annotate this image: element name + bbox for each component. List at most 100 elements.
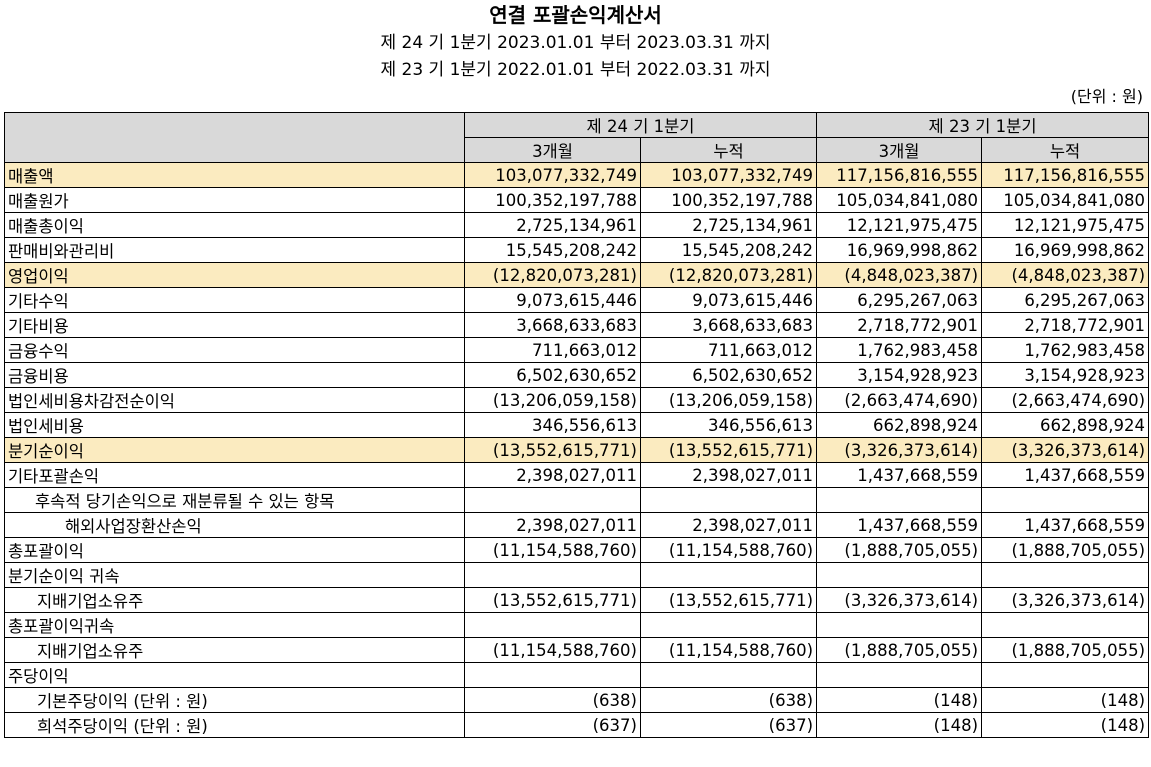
table-row: 분기순이익 (13,552,615,771) (13,552,615,771) … [4,437,1150,463]
table-row: 금융비용 6,502,630,652 6,502,630,652 3,154,9… [4,362,1150,388]
table-row: 법인세비용차감전순이익 (13,206,059,158) (13,206,059… [4,387,1150,413]
table-row: 매출원가 100,352,197,788 100,352,197,788 105… [4,187,1150,213]
cell-value: 6,295,267,063 [816,287,983,313]
cell-value: (3,326,373,614) [816,437,983,463]
table-row: 매출액 103,077,332,749 103,077,332,749 117,… [4,162,1150,188]
cell-value: (148) [981,712,1150,738]
cell-value [816,662,983,688]
cell-value: 3,154,928,923 [981,362,1150,388]
cell-value: 2,398,027,011 [639,512,818,538]
cell-value: 16,969,998,862 [981,237,1150,263]
cell-value: (1,888,705,055) [816,637,983,663]
row-label: 기타비용 [4,312,465,338]
cell-value: 2,398,027,011 [639,462,818,488]
cell-value: 9,073,615,446 [464,287,641,313]
cell-value: 2,718,772,901 [816,312,983,338]
row-label: 총포괄이익 [4,537,465,563]
cell-value: (13,552,615,771) [464,437,641,463]
row-label: 금융수익 [4,337,465,363]
cell-value: 1,437,668,559 [816,512,983,538]
cell-value: 2,725,134,961 [464,212,641,238]
cell-value: 2,398,027,011 [464,462,641,488]
cell-value: 6,295,267,063 [981,287,1150,313]
cell-value: 6,502,630,652 [639,362,818,388]
header-prior-cum: 누적 [981,137,1150,163]
cell-value: (148) [816,687,983,713]
row-label: 희석주당이익 (단위 : 원) [4,712,465,738]
cell-value: (12,820,073,281) [639,262,818,288]
cell-value: (1,888,705,055) [816,537,983,563]
table-row: 지배기업소유주 (11,154,588,760) (11,154,588,760… [4,637,1150,663]
row-label: 법인세비용 [4,412,465,438]
table-row: 기타수익 9,073,615,446 9,073,615,446 6,295,2… [4,287,1150,313]
cell-value: (13,206,059,158) [639,387,818,413]
row-label: 매출총이익 [4,212,465,238]
cell-value [981,487,1150,513]
cell-value: (11,154,588,760) [464,637,641,663]
cell-value: 9,073,615,446 [639,287,818,313]
row-label: 기타수익 [4,287,465,313]
row-label: 후속적 당기손익으로 재분류될 수 있는 항목 [4,487,465,513]
cell-value: (148) [816,712,983,738]
cell-value: 1,437,668,559 [816,462,983,488]
table-row: 기타비용 3,668,633,683 3,668,633,683 2,718,7… [4,312,1150,338]
cell-value: 662,898,924 [981,412,1150,438]
period-prior: 제 23 기 1분기 2022.01.01 부터 2022.03.31 까지 [380,60,771,80]
cell-value [639,662,818,688]
header-current-3m: 3개월 [464,137,641,163]
row-label: 법인세비용차감전순이익 [4,387,465,413]
row-label: 총포괄이익귀속 [4,612,465,638]
cell-value: (4,848,023,387) [981,262,1150,288]
cell-value: 2,398,027,011 [464,512,641,538]
table-row: 희석주당이익 (단위 : 원) (637) (637) (148) (148) [4,712,1150,738]
cell-value: 3,668,633,683 [639,312,818,338]
cell-value: (148) [981,687,1150,713]
unit-label: (단위 : 원) [1070,87,1143,106]
cell-value: 3,154,928,923 [816,362,983,388]
cell-value: (13,552,615,771) [639,437,818,463]
cell-value: (4,848,023,387) [816,262,983,288]
table-row: 총포괄이익귀속 [4,612,1150,638]
header-account-cell [4,112,465,163]
header-current-cum: 누적 [639,137,818,163]
row-label: 해외사업장환산손익 [4,512,465,538]
cell-value: 117,156,816,555 [981,162,1150,188]
cell-value: (13,206,059,158) [464,387,641,413]
table-row: 금융수익 711,663,012 711,663,012 1,762,983,4… [4,337,1150,363]
cell-value [464,612,641,638]
cell-value: 346,556,613 [464,412,641,438]
cell-value [981,612,1150,638]
cell-value: 662,898,924 [816,412,983,438]
row-label: 매출액 [4,162,465,188]
table-row: 영업이익 (12,820,073,281) (12,820,073,281) (… [4,262,1150,288]
row-label: 기본주당이익 (단위 : 원) [4,687,465,713]
cell-value: 711,663,012 [639,337,818,363]
header-prior-period: 제 23 기 1분기 [816,112,1150,138]
cell-value: (3,326,373,614) [981,587,1150,613]
table-row: 법인세비용 346,556,613 346,556,613 662,898,92… [4,412,1150,438]
cell-value: (638) [464,687,641,713]
header-prior-3m: 3개월 [816,137,983,163]
cell-value: 16,969,998,862 [816,237,983,263]
cell-value: (2,663,474,690) [816,387,983,413]
header-row-group: 제 24 기 1분기 제 23 기 1분기 [4,112,1150,163]
cell-value [639,562,818,588]
cell-value: 100,352,197,788 [639,187,818,213]
row-label: 지배기업소유주 [4,587,465,613]
cell-value: (3,326,373,614) [981,437,1150,463]
header-row-sub: 3개월 누적 3개월 누적 [5,137,1150,163]
cell-value: 346,556,613 [639,412,818,438]
table-row: 기타포괄손익 2,398,027,011 2,398,027,011 1,437… [4,462,1150,488]
cell-value: (11,154,588,760) [464,537,641,563]
table-row: 분기순이익 귀속 [4,562,1150,588]
row-label: 금융비용 [4,362,465,388]
cell-value: 2,718,772,901 [981,312,1150,338]
row-label: 기타포괄손익 [4,462,465,488]
cell-value [816,487,983,513]
cell-value [981,662,1150,688]
table-row: 판매비와관리비 15,545,208,242 15,545,208,242 16… [4,237,1150,263]
cell-value: (2,663,474,690) [981,387,1150,413]
cell-value [816,562,983,588]
cell-value: 711,663,012 [464,337,641,363]
cell-value [464,662,641,688]
